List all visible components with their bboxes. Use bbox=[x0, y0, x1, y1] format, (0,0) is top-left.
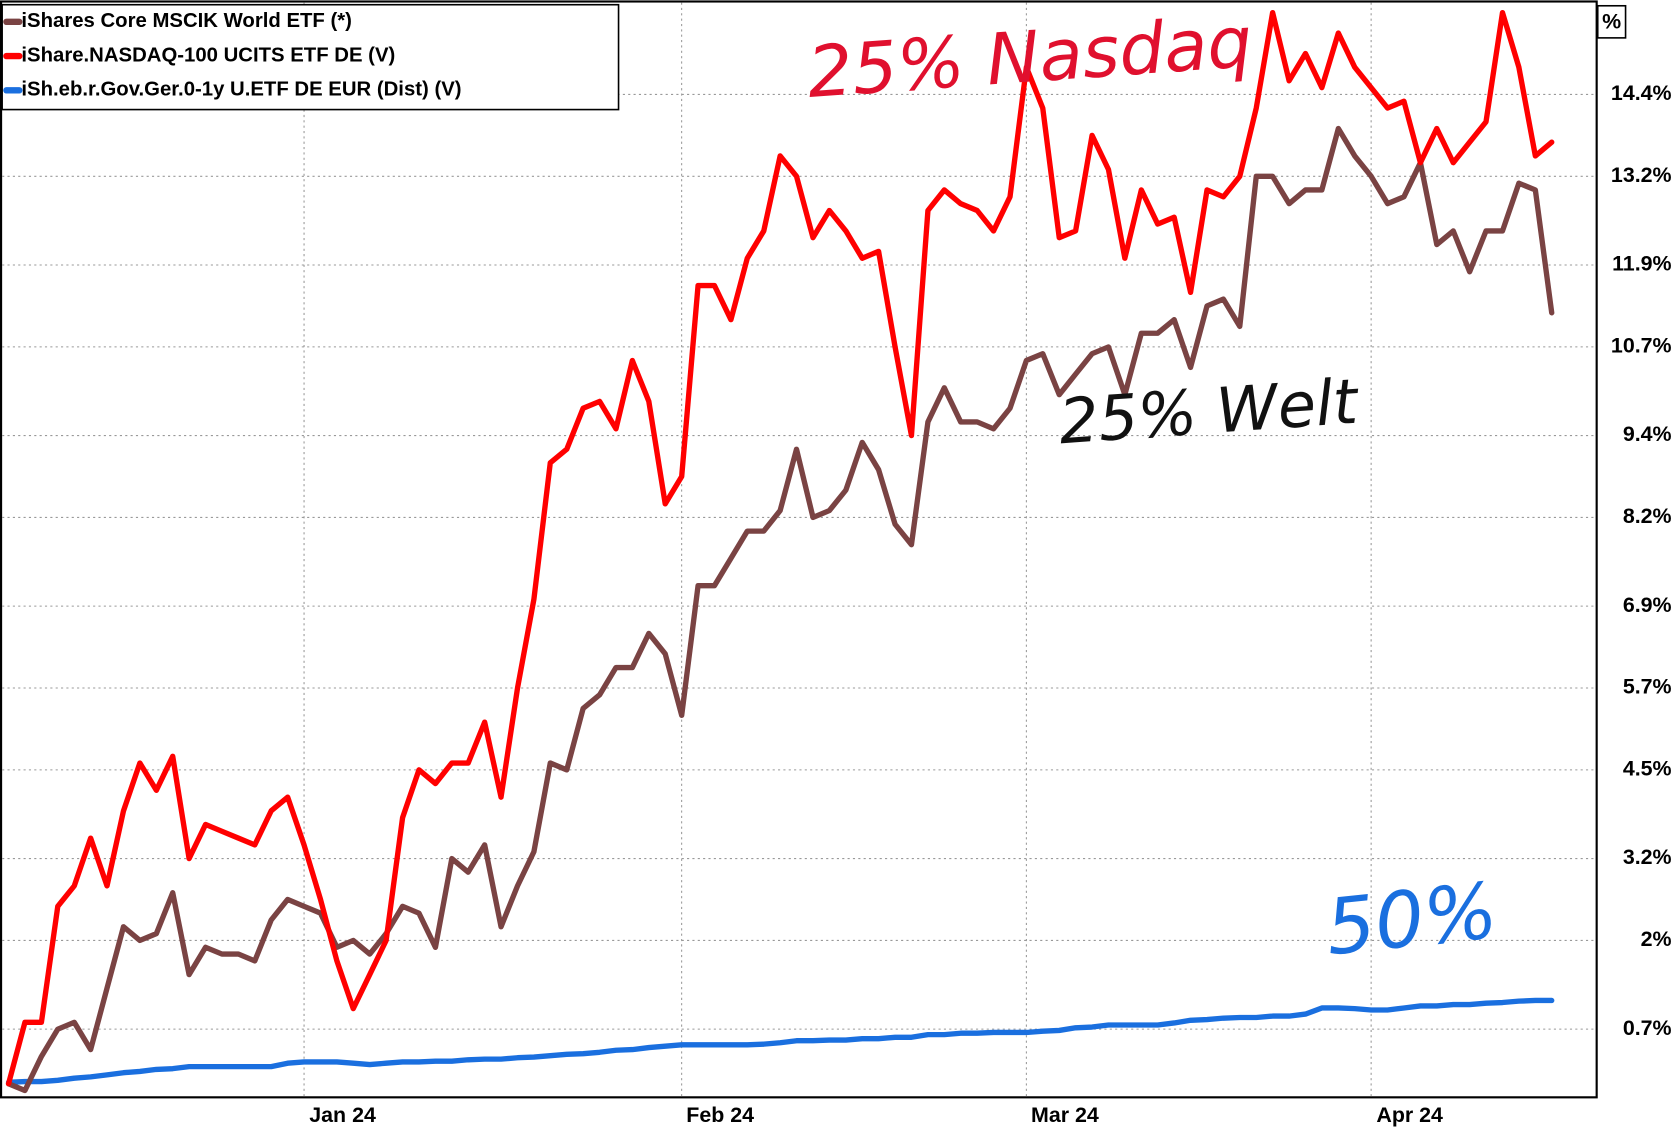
y-tick-label: 8.2% bbox=[1623, 504, 1672, 528]
legend-box bbox=[1, 3, 620, 111]
y-tick-label: 3.2% bbox=[1623, 845, 1672, 869]
legend-label: iShare.NASDAQ-100 UCITS ETF DE (V) bbox=[21, 44, 395, 66]
axis-label-box bbox=[1596, 4, 1627, 39]
y-tick-label: 13.2% bbox=[1611, 163, 1672, 187]
y-tick-label: 10.7% bbox=[1611, 334, 1672, 358]
y-tick-label: 6.9% bbox=[1623, 593, 1672, 617]
x-tick-label: Jan 24 bbox=[309, 1103, 376, 1127]
plot-frame bbox=[0, 0, 1598, 1099]
y-tick-label: 14.4% bbox=[1611, 81, 1672, 105]
legend-label: iSh.eb.r.Gov.Ger.0-1y U.ETF DE EUR (Dist… bbox=[21, 79, 461, 101]
x-tick-label: Mar 24 bbox=[1031, 1103, 1099, 1127]
annotation: 50% bbox=[1322, 866, 1502, 973]
x-tick-label: Feb 24 bbox=[686, 1103, 754, 1127]
legend: iShares Core MSCIK World ETF (*) iShare.N… bbox=[1, 3, 620, 111]
y-tick-label: 0.7% bbox=[1623, 1016, 1672, 1040]
series-line bbox=[5, 9, 1555, 1087]
series-line bbox=[5, 997, 1555, 1086]
grid bbox=[2, 2, 1597, 1098]
legend-label: iShares Core MSCIK World ETF (*) bbox=[21, 10, 352, 32]
y-tick-label: 9.4% bbox=[1623, 422, 1672, 446]
y-tick-label: 5.7% bbox=[1623, 675, 1672, 699]
y-tick-label: 11.9% bbox=[1612, 252, 1671, 276]
series-line bbox=[5, 125, 1555, 1094]
x-tick-label: Apr 24 bbox=[1376, 1103, 1443, 1127]
y-tick-label: 4.5% bbox=[1623, 757, 1672, 781]
y-tick-label: 2% bbox=[1641, 927, 1672, 951]
lines bbox=[5, 9, 1555, 1094]
y-axis-label: % bbox=[1602, 10, 1621, 34]
labels: 0.7% 2% 3.2% 4.5% 5.7% 6.9% 8.2% 9.4% 10.7% 11.9%… bbox=[309, 81, 1671, 1127]
